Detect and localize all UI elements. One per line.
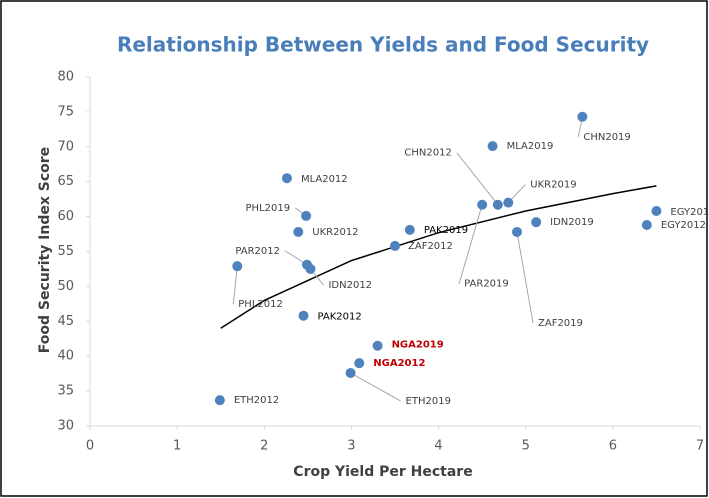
leader-line	[458, 204, 483, 284]
point	[477, 199, 488, 210]
x-tick-label: 5	[522, 439, 530, 454]
x-tick-label: 7	[696, 439, 704, 454]
x-axis-label: Crop Yield Per Hectare	[293, 464, 472, 480]
point	[305, 263, 316, 274]
point	[492, 199, 503, 210]
point-label: UKR2019	[530, 180, 576, 191]
point	[512, 226, 522, 237]
point	[531, 217, 542, 228]
y-tick-label: 75	[57, 104, 74, 119]
point	[293, 226, 304, 237]
point-label: PHL2019	[246, 203, 291, 214]
point-label: PAR2019	[464, 279, 509, 290]
point-label: CHN2012	[404, 148, 451, 159]
trendline	[220, 185, 657, 329]
leader-line	[516, 231, 534, 324]
y-axis-label: Food Security Index Score	[37, 147, 53, 353]
x-tick-label: 0	[86, 439, 94, 454]
point	[301, 210, 312, 221]
point-label: EGY2019	[670, 207, 709, 218]
point	[281, 173, 292, 184]
y-tick-label: 45	[57, 314, 74, 329]
y-tick-label: 50	[57, 279, 74, 294]
leader-line	[350, 372, 401, 402]
point-label: ZAF2019	[538, 318, 583, 329]
point	[390, 240, 400, 251]
point	[354, 358, 365, 369]
point-label: PHL2012	[238, 299, 283, 310]
x-tick-label: 1	[173, 439, 181, 454]
x-tick-label: 2	[260, 439, 268, 454]
point	[503, 197, 514, 208]
point	[372, 340, 383, 351]
point-label: ETH2019	[406, 396, 451, 407]
point	[577, 111, 588, 122]
leader-line	[232, 266, 238, 305]
y-tick-label: 40	[57, 349, 74, 364]
point	[651, 206, 662, 217]
point	[214, 395, 225, 406]
point	[641, 219, 652, 230]
point-label: MLA2012	[301, 174, 348, 185]
y-tick-label: 35	[57, 384, 74, 399]
y-tick-label: 60	[57, 209, 74, 224]
y-tick-label: 70	[57, 139, 74, 154]
point-label: UKR2012	[312, 227, 358, 238]
point	[298, 310, 309, 321]
point	[232, 261, 243, 272]
point-label: PAK2019	[424, 225, 468, 236]
x-tick-label: 6	[609, 439, 617, 454]
point	[345, 367, 356, 378]
point-label: PAK2012	[318, 312, 362, 323]
point-label: NGA2012	[373, 358, 425, 369]
point-label: PAR2012	[235, 246, 280, 257]
chart-title: Relationship Between Yields and Food Sec…	[117, 33, 649, 57]
leader-line	[456, 152, 499, 206]
point-label: IDN2019	[550, 217, 594, 228]
y-tick-label: 65	[57, 174, 74, 189]
y-tick-label: 80	[57, 70, 74, 85]
point-label: ETH2012	[234, 395, 279, 406]
point	[404, 224, 415, 235]
point-label: IDN2012	[328, 280, 372, 291]
point-label: EGY2012	[661, 220, 706, 231]
point-label: NGA2019	[392, 340, 444, 351]
x-tick-label: 3	[347, 439, 355, 454]
x-tick-label: 4	[434, 439, 442, 454]
y-tick-label: 30	[57, 419, 74, 434]
point	[487, 141, 498, 152]
y-tick-label: 55	[57, 244, 74, 259]
point-label: CHN2019	[583, 132, 630, 143]
point-label: MLA2019	[507, 141, 554, 152]
point-label: ZAF2012	[408, 241, 453, 252]
